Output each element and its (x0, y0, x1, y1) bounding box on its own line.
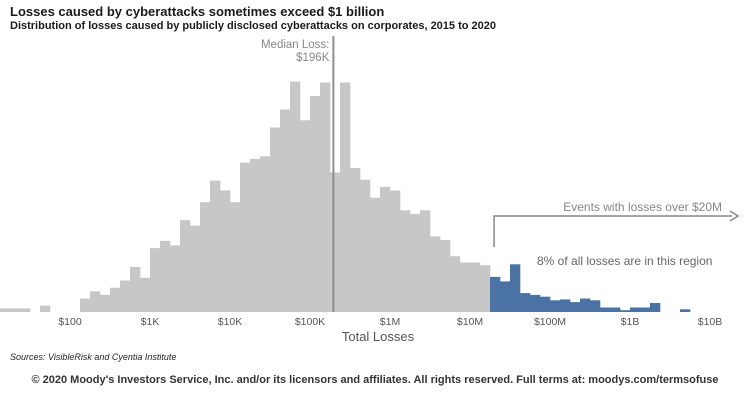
histogram-bar (480, 265, 491, 312)
histogram-bar (380, 186, 391, 312)
histogram-bar (260, 156, 271, 312)
x-tick-label: $1B (621, 316, 640, 328)
median-value-label: $196K (296, 52, 330, 64)
x-tick-label: $1K (141, 316, 160, 328)
chart-title: Losses caused by cyberattacks sometimes … (10, 4, 385, 19)
region-annotation: 8% of all losses are in this region (537, 254, 712, 268)
histogram-bar (270, 127, 281, 312)
threshold-label: Events with losses over $20M (563, 200, 722, 214)
histogram-bar (120, 280, 131, 312)
histogram-bar (400, 210, 411, 312)
histogram-bar (140, 277, 151, 312)
histogram-bar (0, 308, 11, 312)
histogram-bar (570, 302, 581, 312)
x-tick-label: $10M (457, 316, 483, 328)
histogram-bar (630, 307, 641, 312)
histogram-bar (440, 240, 451, 312)
histogram-bar (300, 120, 311, 312)
histogram-bar (390, 190, 401, 312)
x-axis-label: Total Losses (342, 329, 415, 344)
histogram-bar (550, 300, 561, 312)
histogram-bar (530, 294, 541, 312)
histogram-bar (180, 220, 191, 312)
chart-subtitle: Distribution of losses caused by publicl… (10, 20, 497, 32)
histogram-bar (410, 213, 421, 312)
histogram-bar (210, 180, 221, 312)
histogram-bar (640, 307, 651, 312)
histogram-bar (420, 210, 431, 312)
histogram-bar (620, 310, 631, 312)
histogram-bar (99, 294, 111, 312)
threshold-arrowhead (729, 210, 740, 222)
histogram-bar (10, 308, 21, 312)
histogram-bar (89, 291, 101, 312)
histogram-bar (540, 296, 551, 312)
x-tick-labels: $100 $1K $10K $100K $1M $10M $100M $1B $10B (58, 316, 722, 328)
copyright-notice: © 2020 Moody's Investors Service, Inc. a… (31, 374, 719, 386)
histogram-bar (350, 168, 361, 312)
x-tick-label: $100 (58, 316, 82, 328)
histogram-bar (460, 262, 471, 312)
histogram-bar (230, 202, 241, 312)
histogram-bar (130, 267, 141, 312)
bars-layer (0, 81, 691, 312)
histogram-bar (190, 225, 201, 312)
histogram-bar (580, 298, 591, 312)
histogram-bar (200, 202, 211, 312)
histogram-bar (500, 281, 511, 312)
histogram-bar (250, 159, 261, 312)
histogram-bar (320, 82, 331, 312)
median-label: Median Loss: (261, 39, 329, 51)
histogram-bar (370, 197, 381, 312)
x-tick-label: $100M (534, 316, 566, 328)
threshold-arrow (493, 215, 732, 247)
histogram-bar (80, 298, 91, 312)
histogram-bar (330, 172, 341, 312)
histogram-bar (510, 264, 521, 312)
histogram-bar (650, 303, 661, 312)
histogram-bar (160, 240, 171, 312)
histogram-bar (150, 248, 161, 312)
histogram-bar (280, 109, 291, 312)
x-tick-label: $1M (380, 316, 400, 328)
histogram-bar (680, 309, 691, 312)
histogram-bar (240, 162, 251, 312)
histogram-bar (490, 276, 501, 312)
histogram-bar (170, 245, 181, 312)
histogram-bar (610, 307, 621, 312)
histogram-bar (360, 179, 371, 312)
x-tick-label: $10B (698, 316, 723, 328)
histogram-bar (110, 287, 121, 312)
x-tick-label: $100K (295, 316, 325, 328)
histogram-bar (290, 81, 301, 312)
histogram-bar (340, 82, 351, 312)
histogram-bar (430, 236, 441, 312)
histogram-bar (600, 307, 611, 312)
x-tick-label: $10K (218, 316, 243, 328)
histogram-bar (590, 300, 601, 312)
histogram-bar (220, 190, 231, 312)
histogram-bar (310, 96, 321, 312)
histogram-bar (40, 305, 51, 312)
histogram-bar (560, 299, 571, 312)
histogram-bar (450, 256, 461, 312)
histogram-bar (19, 308, 31, 312)
histogram-bar (520, 293, 531, 312)
histogram-bar (470, 262, 481, 312)
sources-note: Sources: VisibleRisk and Cyentia Institu… (10, 352, 177, 362)
